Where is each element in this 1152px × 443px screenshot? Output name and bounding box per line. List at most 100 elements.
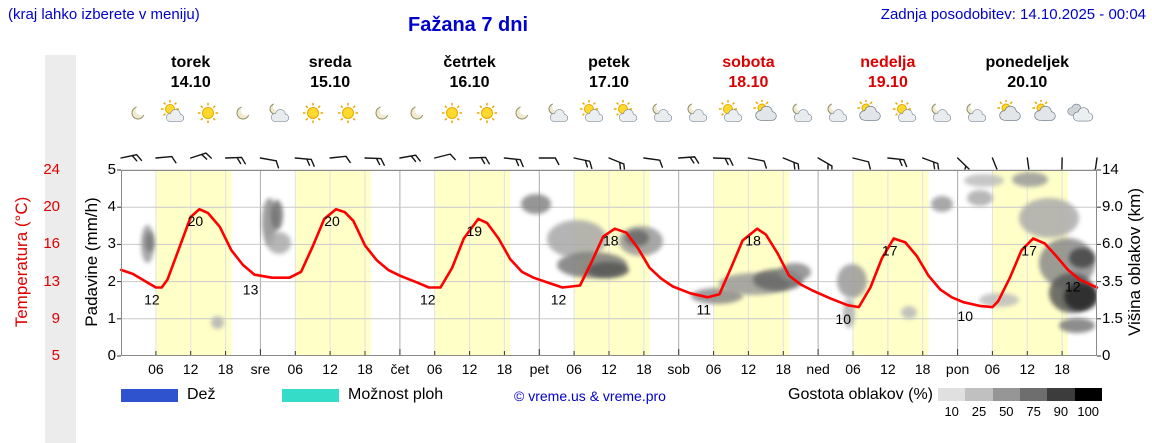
x-tick-label: 06 (845, 361, 861, 377)
svg-text:20: 20 (324, 213, 340, 229)
plot-svg: 12 20 13 20 12 19 12 18 11 18 10 17 10 17 12 (117, 169, 1101, 357)
x-tick-label: 18 (496, 361, 513, 377)
precip-tick-label: 4 (107, 198, 116, 216)
moon-cloud-icon (544, 100, 570, 126)
wind-barbs-row (100, 136, 1110, 180)
clouds-icon (1067, 100, 1093, 126)
wind-barbs-svg (120, 152, 1098, 180)
svg-text:20: 20 (188, 213, 204, 229)
wind-barb (294, 157, 315, 167)
wind-barb (538, 157, 560, 166)
temperature-tick-label: 16 (43, 235, 60, 253)
wind-barb (887, 157, 908, 168)
day-name: torek (171, 54, 211, 71)
sun-icon (335, 100, 361, 126)
cloud-sun-icon (857, 99, 883, 126)
moon-cloud-icon (683, 100, 709, 126)
wind-barb (224, 156, 247, 165)
day-name: sobota (722, 54, 775, 71)
x-tick-label: pon (945, 361, 970, 377)
svg-text:13: 13 (243, 282, 259, 298)
x-tick-label: sre (250, 361, 271, 377)
cloud-density-cell (992, 388, 1020, 401)
temperature-curve (119, 207, 1099, 309)
x-tick-label: 18 (914, 361, 931, 377)
wind-barb (189, 152, 212, 160)
temperature-tick-label: 5 (51, 347, 60, 364)
sun-cloud-icon (892, 99, 918, 126)
cloud-density-label: Gostota oblakov (%) (788, 386, 933, 403)
wind-barb (259, 157, 280, 169)
svg-text:18: 18 (745, 233, 761, 249)
cloud-height-tick-label: 0 (1102, 347, 1111, 364)
cloud-height-tick-label: 6.0 (1102, 235, 1123, 253)
meteogram-plot: 12 20 13 20 12 19 12 18 11 18 10 17 10 17 12 (117, 169, 1101, 357)
location-hint: (kraj lahko izberete v meniju) (8, 6, 200, 23)
x-tick-label: 18 (357, 361, 373, 377)
wind-barb (747, 157, 768, 169)
day-date: 16.10 (449, 74, 490, 91)
x-tick-label: 12 (740, 361, 757, 377)
cloud-sun-icon (997, 99, 1023, 126)
temperature-tick-label: 9 (51, 309, 60, 327)
wind-barb (573, 157, 593, 170)
x-tick-label: 12 (601, 361, 617, 377)
cloud-density-tick: 100 (1077, 404, 1100, 419)
moon-cloud-icon (962, 100, 988, 126)
day-name: četrtek (443, 54, 496, 71)
wind-barb (468, 156, 491, 165)
x-tick-label: 06 (287, 361, 304, 377)
wind-barb (434, 153, 456, 161)
cloud-density-tick: 25 (971, 404, 987, 419)
x-tick-label: 12 (1019, 361, 1036, 377)
moon-icon (509, 100, 535, 126)
wind-barb (712, 157, 734, 166)
plot-border (121, 170, 1097, 356)
svg-text:10: 10 (835, 311, 851, 327)
wind-barb (503, 157, 524, 168)
cloud-height-tick-label: 9.0 (1102, 198, 1123, 216)
daylight-bands (155, 170, 1068, 356)
wind-barb (643, 157, 664, 168)
wind-barb (678, 156, 700, 164)
rain-legend-label: Dež (187, 386, 216, 403)
sun-cloud-icon (160, 99, 186, 126)
x-tick-label: 06 (984, 361, 1001, 377)
cloud-sun-icon (753, 99, 779, 126)
cloud-density-tick: 75 (1026, 404, 1041, 419)
wind-barb (120, 153, 143, 162)
sun-icon (474, 100, 500, 126)
svg-text:12: 12 (420, 292, 436, 308)
last-update-text: Zadnja posodobitev: 14.10.2025 - 00:04 (880, 6, 1146, 23)
day-name: petek (588, 54, 630, 71)
moon-cloud-icon (648, 100, 674, 126)
cloud-density-tick: 90 (1053, 404, 1069, 419)
rain-legend-swatch (121, 389, 178, 402)
cloud-height-tick-label: 3.5 (1102, 272, 1123, 290)
curve-value-labels: 12 20 13 20 12 19 12 18 11 18 10 17 10 17 12 (144, 213, 1081, 327)
cloud-density-cell (1047, 388, 1075, 401)
sun-cloud-icon (579, 99, 605, 126)
moon-icon (404, 100, 430, 126)
svg-text:10: 10 (957, 308, 973, 324)
precip-tick-label: 3 (107, 235, 116, 253)
cloud-density-cell (965, 388, 993, 401)
svg-text:12: 12 (144, 292, 160, 308)
showers-legend-label: Možnost ploh (348, 386, 444, 403)
cloud-density-cell (938, 388, 966, 401)
temperature-tick-label: 13 (43, 272, 60, 290)
precip-tick-label: 0 (107, 347, 116, 364)
cloud-density-tick: 50 (999, 404, 1014, 419)
sun-icon (300, 100, 326, 126)
x-tick-label: 06 (426, 361, 443, 377)
temperature-tick-label: 24 (43, 161, 60, 178)
sun-icon (195, 100, 221, 126)
cloud-density-scale (938, 388, 1102, 401)
cloud-density-tick: 10 (944, 404, 959, 419)
sun-cloud-icon (718, 99, 744, 126)
moon-cloud-icon (265, 100, 291, 126)
wind-barb (399, 154, 421, 163)
wind-barb (155, 155, 177, 164)
copyright-link[interactable]: © vreme.us & vreme.pro (514, 388, 666, 404)
